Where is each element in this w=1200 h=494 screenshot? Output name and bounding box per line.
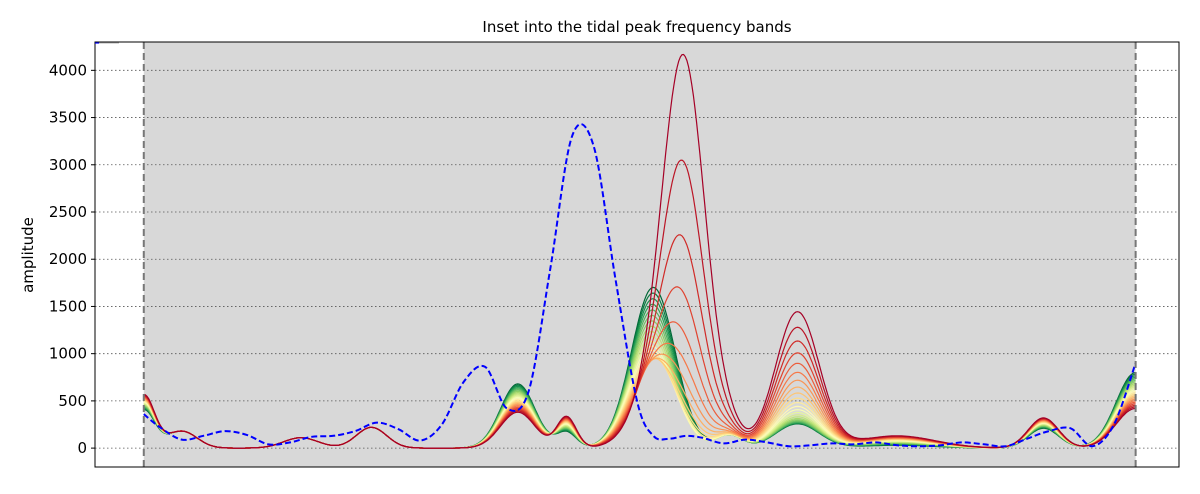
y-tick-label: 2000 <box>49 250 87 268</box>
y-axis-ticks: 0 500 1000 1500 2000 2500 3000 3500 4000 <box>49 61 95 457</box>
y-tick-label: 500 <box>58 392 87 410</box>
axes-frame <box>94 41 1180 468</box>
y-tick-label: 4000 <box>49 61 87 79</box>
y-tick-label: 0 <box>77 439 87 457</box>
series-group <box>143 53 1137 449</box>
plot-area <box>94 41 1180 468</box>
y-tick-label: 3500 <box>49 109 87 127</box>
family-series-line <box>143 53 1136 449</box>
dashed-series-line <box>143 123 1137 448</box>
y-tick-label: 3000 <box>49 156 87 174</box>
y-tick-label: 2500 <box>49 203 87 221</box>
chart-title: Inset into the tidal peak frequency band… <box>482 18 791 36</box>
y-tick-label: 1000 <box>49 345 87 363</box>
y-tick-label: 1500 <box>49 297 87 315</box>
y-axis-label: amplitude <box>19 217 37 293</box>
shaded-band <box>143 42 1136 467</box>
